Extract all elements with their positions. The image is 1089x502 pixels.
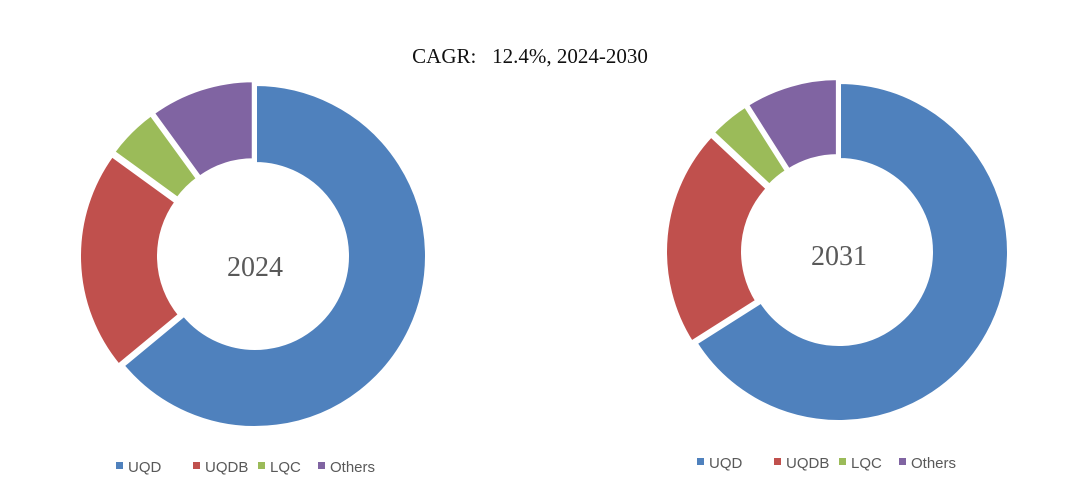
- legend-swatch-lqc: [839, 458, 846, 465]
- donut-slice-others-2024: [149, 78, 256, 181]
- cagr-caption: CAGR: 12.4%, 2024-2030: [0, 44, 1060, 69]
- donut-chart-2031: 2031 UQD UQDB LQC Others: [663, 76, 1011, 472]
- cagr-period: 2024-2030: [556, 44, 648, 68]
- donut-slice-uqd-2031: [692, 79, 1011, 424]
- cagr-rate: 12.4%,: [492, 44, 552, 68]
- legend-2024: UQD UQDB LQC Others: [116, 459, 375, 476]
- legend-swatch-others: [899, 458, 906, 465]
- legend-swatch-uqdb: [193, 462, 200, 469]
- legend-swatch-uqdb: [774, 458, 781, 465]
- legend-swatch-others: [318, 462, 325, 469]
- legend-label-uqd: UQD: [709, 455, 743, 472]
- legend-label-lqc: LQC: [851, 455, 882, 472]
- donut-slice-uqd-2024: [119, 81, 429, 430]
- donut-slice-others-2031: [744, 76, 840, 174]
- donut-slice-uqdb-2031: [663, 132, 771, 346]
- legend-label-uqdb: UQDB: [205, 459, 248, 476]
- legend-swatch-uqd: [116, 462, 123, 469]
- donut-center-label-2024: 2024: [227, 252, 283, 283]
- legend-label-others: Others: [911, 455, 956, 472]
- legend-swatch-uqd: [697, 458, 704, 465]
- cagr-prefix: CAGR:: [412, 44, 477, 68]
- legend-label-others: Others: [330, 459, 375, 476]
- legend-swatch-lqc: [258, 462, 265, 469]
- legend-label-uqd: UQD: [128, 459, 162, 476]
- legend-2031: UQD UQDB LQC Others: [697, 455, 956, 472]
- legend-label-uqdb: UQDB: [786, 455, 829, 472]
- donut-slice-uqdb-2024: [77, 152, 183, 369]
- donut-center-label-2031: 2031: [811, 241, 867, 272]
- donut-chart-2024: 2024 UQD UQDB LQC Others: [77, 78, 429, 476]
- legend-label-lqc: LQC: [270, 459, 301, 476]
